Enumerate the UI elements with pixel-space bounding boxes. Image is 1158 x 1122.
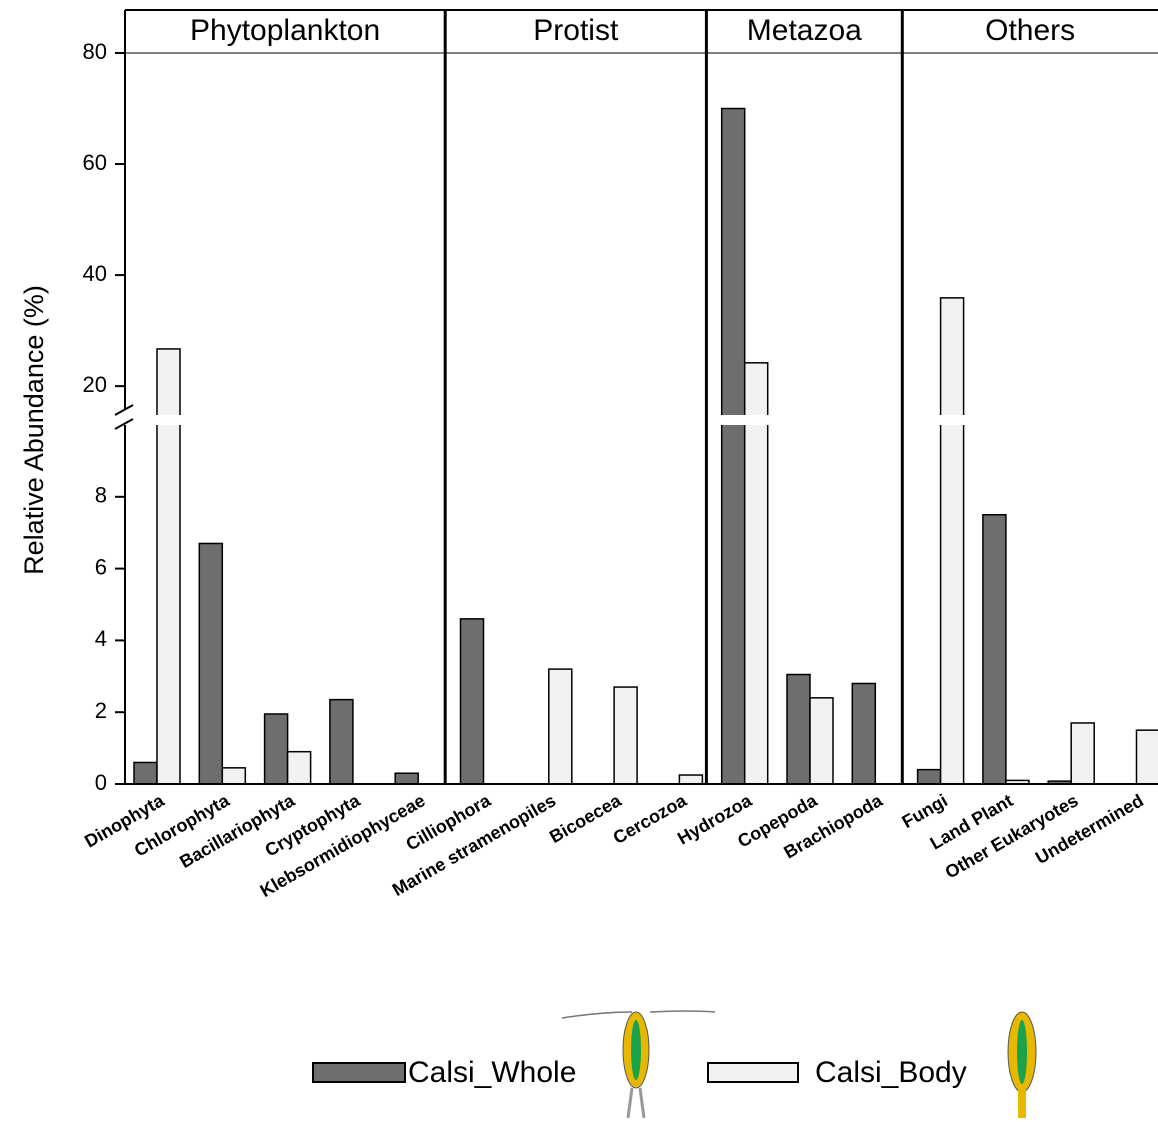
- bar: [722, 109, 745, 784]
- break-gap: [743, 415, 770, 425]
- bar: [265, 714, 288, 784]
- icon-body: [1008, 1012, 1036, 1118]
- bar: [330, 700, 353, 784]
- y-tick-label: 0: [95, 770, 107, 795]
- bar: [461, 619, 484, 784]
- bar: [745, 363, 768, 784]
- bar: [918, 770, 941, 784]
- bar: [614, 687, 637, 784]
- legend-swatch: [708, 1063, 798, 1082]
- y-tick-label: 6: [95, 554, 107, 579]
- group-label: Phytoplankton: [190, 14, 380, 47]
- bar: [549, 669, 572, 784]
- break-gap: [720, 415, 747, 425]
- bar: [395, 773, 418, 784]
- y-axis-title: Relative Abundance (%): [19, 285, 49, 575]
- break-gap: [155, 415, 182, 425]
- group-label: Metazoa: [747, 14, 862, 47]
- bar: [157, 349, 180, 784]
- group-label: Protist: [533, 14, 619, 47]
- legend-label: Calsi_Body: [815, 1056, 967, 1089]
- x-tick-label: Bacillariophyta: [176, 790, 299, 872]
- y-tick-label: 80: [83, 39, 107, 64]
- y-tick-label: 4: [95, 626, 107, 651]
- y-tick-label: 60: [83, 150, 107, 175]
- y-tick-label: 20: [83, 372, 107, 397]
- y-tick-label: 8: [95, 483, 107, 508]
- icon-whole: [562, 1011, 715, 1118]
- bar: [810, 698, 833, 784]
- bar: [983, 515, 1006, 784]
- bar: [941, 298, 964, 784]
- legend-label: Calsi_Whole: [408, 1056, 576, 1089]
- bar: [852, 683, 875, 784]
- y-tick-label: 2: [95, 698, 107, 723]
- bar: [1071, 723, 1094, 784]
- y-tick-label: 40: [83, 261, 107, 286]
- legend-swatch: [313, 1063, 405, 1082]
- bar: [288, 752, 311, 784]
- break-gap: [939, 415, 966, 425]
- bar: [134, 762, 157, 784]
- chart: Relative Abundance (%) 0246820406080Dino…: [0, 0, 1158, 1122]
- bar: [1137, 730, 1158, 784]
- bar: [787, 675, 810, 784]
- group-label: Others: [985, 14, 1075, 47]
- x-tick-label: Undetermined: [1032, 790, 1147, 868]
- bar: [222, 768, 245, 784]
- bar: [679, 775, 702, 784]
- bar: [199, 543, 222, 784]
